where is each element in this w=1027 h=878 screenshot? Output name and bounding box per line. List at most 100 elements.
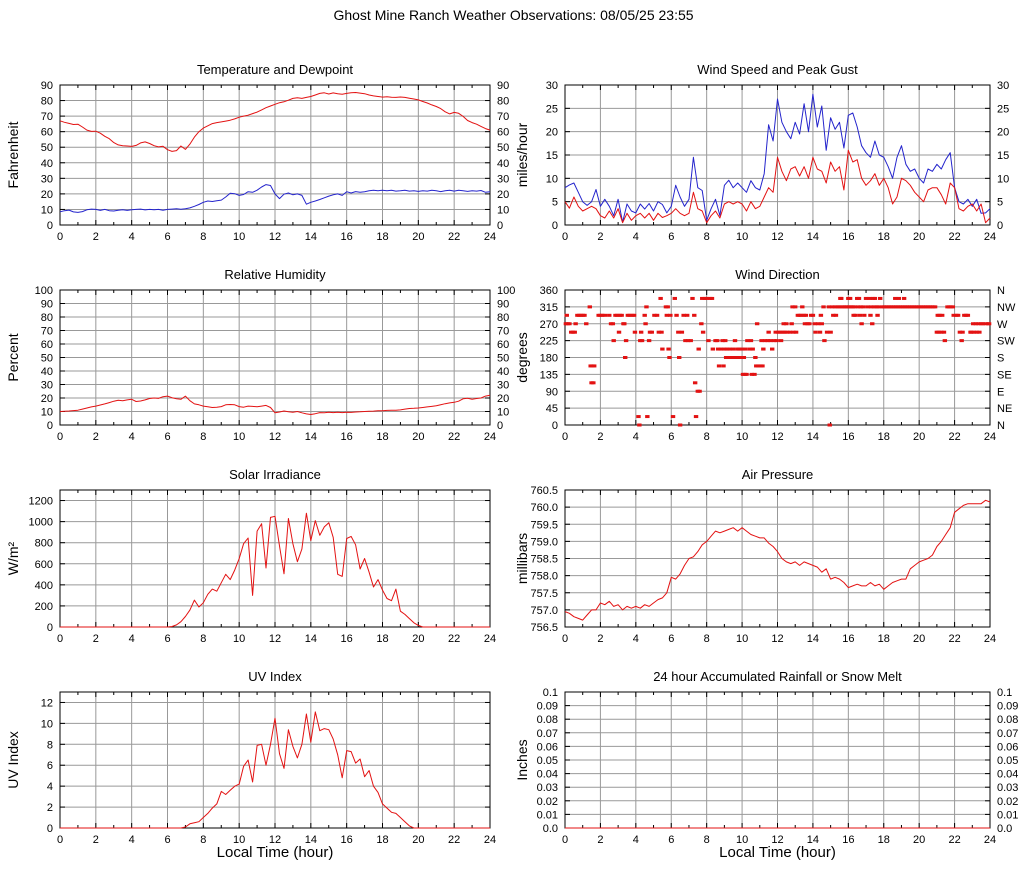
svg-text:10: 10 [233,231,245,243]
svg-text:0.08: 0.08 [537,714,558,726]
svg-text:10: 10 [997,173,1009,185]
svg-text:18: 18 [376,834,388,846]
svg-text:0.02: 0.02 [997,796,1018,808]
svg-text:22: 22 [948,834,960,846]
svg-text:W/m²: W/m² [5,541,21,575]
svg-text:90: 90 [41,299,53,311]
air-pressure-chart: 0 2 4 6 8 10 12 14 16 18 20 22 24756.5757.0757.5758.… [514,485,996,645]
svg-text:20: 20 [913,633,925,645]
svg-text:45: 45 [546,403,558,415]
svg-text:W: W [997,319,1008,331]
svg-text:8: 8 [704,231,710,243]
svg-text:0.02: 0.02 [537,796,558,808]
svg-text:2: 2 [93,431,99,443]
svg-text:100: 100 [497,285,515,297]
svg-text:2: 2 [597,633,603,645]
svg-text:0.09: 0.09 [997,701,1018,713]
svg-text:Percent: Percent [5,333,21,381]
svg-text:0.0: 0.0 [543,823,558,835]
svg-text:4: 4 [633,231,639,243]
svg-text:0: 0 [552,420,558,432]
svg-text:0: 0 [562,834,568,846]
svg-text:40: 40 [497,158,509,170]
svg-text:10: 10 [233,633,245,645]
svg-text:2: 2 [597,834,603,846]
svg-text:20: 20 [913,834,925,846]
svg-text:135: 135 [540,369,558,381]
svg-text:90: 90 [41,80,53,92]
svg-text:14: 14 [807,431,819,443]
svg-text:16: 16 [341,834,353,846]
svg-text:18: 18 [376,231,388,243]
svg-text:UV Index: UV Index [5,731,21,789]
svg-text:20: 20 [41,189,53,201]
svg-text:1200: 1200 [29,496,53,508]
svg-text:30: 30 [497,173,509,185]
svg-text:6: 6 [164,834,170,846]
xaxis-label-rain: Local Time (hour) [719,844,836,861]
svg-text:4: 4 [47,781,53,793]
svg-text:8: 8 [704,431,710,443]
svg-text:0.06: 0.06 [997,741,1018,753]
svg-text:0.01: 0.01 [537,809,558,821]
svg-text:2: 2 [93,834,99,846]
svg-text:14: 14 [305,633,317,645]
svg-text:24: 24 [484,633,496,645]
svg-text:16: 16 [341,431,353,443]
svg-text:8: 8 [200,431,206,443]
svg-text:12: 12 [771,834,783,846]
svg-text:0: 0 [562,633,568,645]
svg-text:8: 8 [704,633,710,645]
svg-text:2: 2 [93,633,99,645]
svg-text:0.07: 0.07 [997,728,1018,740]
svg-text:10: 10 [233,834,245,846]
rainfall-chart: 0 2 4 6 8 10 12 14 16 18 20 22 240.0 0.00.01 0.010.02 0… [514,687,1018,846]
svg-text:16: 16 [842,633,854,645]
svg-text:0.0: 0.0 [997,823,1012,835]
chart-title-solar-irradiance: Solar Irradiance [229,467,321,482]
svg-text:14: 14 [305,431,317,443]
svg-text:4: 4 [129,633,135,645]
svg-text:12: 12 [269,431,281,443]
svg-text:N: N [997,420,1005,432]
svg-text:10: 10 [41,718,53,730]
svg-text:24: 24 [984,431,996,443]
svg-text:758.5: 758.5 [530,554,558,566]
svg-text:70: 70 [41,111,53,123]
svg-text:100: 100 [35,285,53,297]
svg-text:16: 16 [842,431,854,443]
svg-text:25: 25 [546,103,558,115]
svg-text:2: 2 [597,431,603,443]
svg-text:16: 16 [341,231,353,243]
svg-text:8: 8 [200,834,206,846]
svg-text:16: 16 [842,834,854,846]
svg-text:0: 0 [47,622,53,634]
svg-text:24: 24 [484,431,496,443]
svg-text:756.5: 756.5 [530,622,558,634]
svg-text:5: 5 [552,197,558,209]
svg-text:759.5: 759.5 [530,519,558,531]
svg-text:20: 20 [497,189,509,201]
svg-text:25: 25 [997,103,1009,115]
svg-text:30: 30 [41,173,53,185]
svg-text:0: 0 [562,431,568,443]
svg-text:24: 24 [484,834,496,846]
chart-title-wind-direction: Wind Direction [735,267,820,282]
svg-text:2: 2 [597,231,603,243]
svg-text:degrees: degrees [514,332,530,383]
svg-text:40: 40 [41,366,53,378]
svg-text:50: 50 [41,142,53,154]
svg-text:760.0: 760.0 [530,502,558,514]
svg-text:2: 2 [47,802,53,814]
svg-text:20: 20 [41,393,53,405]
svg-text:N: N [997,285,1005,297]
svg-text:0.06: 0.06 [537,741,558,753]
svg-text:10: 10 [497,204,509,216]
svg-text:6: 6 [668,431,674,443]
svg-text:SW: SW [997,336,1015,348]
svg-text:22: 22 [448,231,460,243]
svg-text:8: 8 [200,633,206,645]
svg-text:0.09: 0.09 [537,701,558,713]
